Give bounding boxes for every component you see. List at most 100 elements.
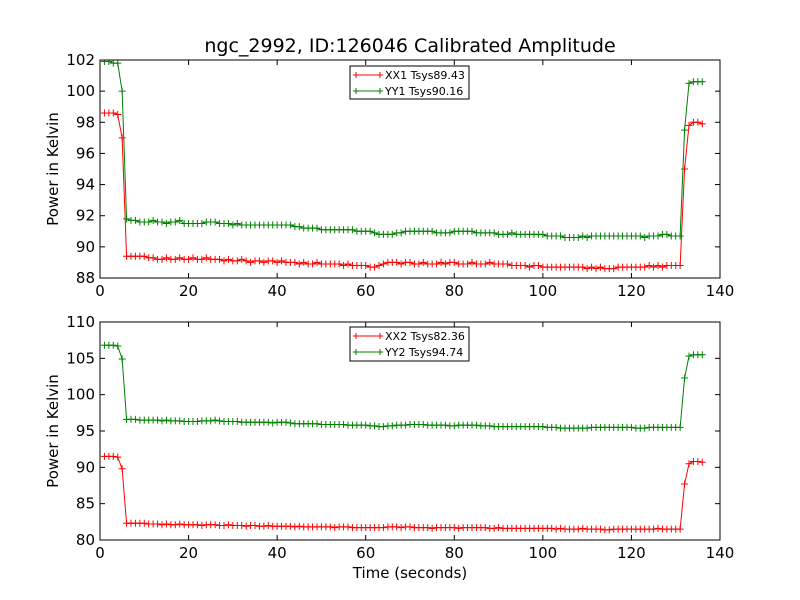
- data-point: [681, 165, 689, 173]
- data-point: [450, 258, 458, 266]
- data-point: [548, 524, 556, 532]
- y-tick-label: 110: [66, 313, 95, 331]
- x-tick-label: 40: [268, 544, 287, 562]
- data-point: [676, 525, 684, 533]
- data-point: [269, 419, 277, 427]
- y-tick-label: 100: [66, 386, 95, 404]
- data-point: [579, 524, 587, 532]
- data-point: [379, 260, 387, 268]
- data-point: [379, 423, 387, 431]
- data-point: [247, 258, 255, 266]
- data-point: [676, 232, 684, 240]
- data-point: [131, 415, 139, 423]
- data-point: [464, 260, 472, 268]
- series-markers-2: [100, 341, 706, 432]
- data-point: [171, 521, 179, 529]
- data-point: [388, 422, 396, 430]
- data-point: [397, 229, 405, 237]
- data-point: [397, 260, 405, 268]
- data-point: [344, 523, 352, 531]
- data-point: [300, 258, 308, 266]
- data-point: [428, 524, 436, 532]
- plots-layer: 0 20 40 60 80 100 120 140 88 90 92 94 96 98 100 102 Powe…: [44, 51, 734, 562]
- data-point: [455, 524, 463, 532]
- data-point: [526, 263, 534, 271]
- data-point: [428, 227, 436, 235]
- data-point: [286, 522, 294, 530]
- x-tick-label: 80: [445, 282, 464, 300]
- x-tick-label: 120: [617, 544, 646, 562]
- data-point: [145, 218, 153, 226]
- data-point: [446, 229, 454, 237]
- data-point: [685, 460, 693, 468]
- y-tick-label: 80: [76, 531, 95, 549]
- data-point: [685, 352, 693, 360]
- data-point: [503, 230, 511, 238]
- data-point: [433, 260, 441, 268]
- data-point: [641, 424, 649, 432]
- data-point: [698, 351, 706, 359]
- data-point: [198, 255, 206, 263]
- data-point: [211, 521, 219, 529]
- legend-swatch-marker: [377, 333, 383, 339]
- data-point: [220, 521, 228, 529]
- data-point: [105, 60, 113, 66]
- data-point: [450, 422, 458, 430]
- data-point: [251, 521, 259, 529]
- legend-2: XX2 Tsys82.36 YY2 Tsys94.74: [349, 326, 470, 362]
- data-point: [158, 255, 166, 263]
- data-point: [140, 252, 148, 260]
- data-point: [109, 109, 117, 117]
- data-point: [131, 216, 139, 224]
- data-point: [468, 227, 476, 235]
- data-point: [371, 263, 379, 271]
- data-point: [654, 232, 662, 240]
- legend-box: [349, 65, 470, 100]
- data-point: [406, 523, 414, 531]
- plot-panel-1: 0 20 40 60 80 100 120 140 88 90 92 94 96 98 100 102 Powe…: [44, 51, 734, 300]
- data-point: [176, 520, 184, 528]
- legend-swatch-marker: [353, 72, 359, 78]
- data-point: [698, 458, 706, 466]
- data-point: [415, 260, 423, 268]
- data-point: [264, 521, 272, 529]
- data-point: [176, 216, 184, 224]
- x-tick-label: 0: [95, 544, 105, 562]
- data-point: [645, 262, 653, 270]
- data-point: [676, 423, 684, 431]
- data-point: [450, 524, 458, 532]
- data-point: [508, 229, 516, 237]
- data-point: [176, 417, 184, 425]
- data-point: [242, 257, 250, 265]
- data-point: [198, 220, 206, 227]
- x-tick-label: 140: [706, 544, 735, 562]
- data-point: [207, 417, 215, 425]
- data-point: [605, 526, 613, 534]
- data-point: [419, 420, 427, 428]
- data-point: [579, 232, 587, 240]
- data-point: [233, 418, 241, 426]
- y-tick-label: 88: [76, 269, 95, 287]
- data-point: [379, 524, 387, 532]
- data-point: [397, 524, 405, 532]
- data-point: [114, 342, 122, 350]
- y-tick-label: 85: [76, 495, 95, 513]
- data-point: [224, 521, 232, 529]
- data-point: [596, 263, 604, 271]
- data-point: [534, 262, 542, 270]
- data-point: [158, 417, 166, 425]
- y-tick-label: 90: [76, 238, 95, 256]
- data-point: [552, 423, 560, 431]
- data-point: [393, 523, 401, 531]
- x-tick-label: 140: [706, 282, 735, 300]
- data-point: [229, 221, 237, 229]
- data-point: [539, 230, 547, 238]
- plot-data-area: [100, 60, 706, 273]
- data-point: [193, 521, 201, 529]
- data-point: [344, 260, 352, 268]
- data-point: [486, 422, 494, 430]
- data-point: [486, 258, 494, 266]
- data-point: [650, 263, 658, 271]
- data-point: [371, 229, 379, 237]
